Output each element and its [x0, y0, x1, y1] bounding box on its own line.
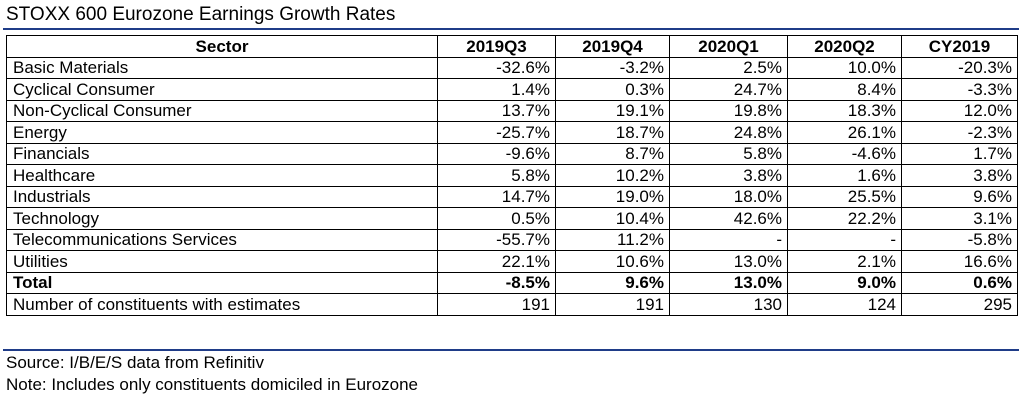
value-cell: 42.6% [669, 207, 788, 230]
sector-cell: Non-Cyclical Consumer [6, 99, 438, 122]
sector-cell: Utilities [6, 250, 438, 273]
footer-divider [3, 349, 1019, 351]
sector-cell: Financials [6, 142, 438, 165]
header-cell-2020q2: 2020Q2 [787, 35, 902, 58]
value-cell: 22.1% [437, 250, 556, 273]
value-cell: 18.3% [787, 99, 902, 122]
value-cell: 3.8% [901, 164, 1018, 187]
constituents-count-cell: 130 [669, 293, 788, 316]
value-cell: - [787, 228, 902, 251]
table-title: STOXX 600 Eurozone Earnings Growth Rates [6, 4, 396, 25]
header-row: Sector 2019Q3 2019Q4 2020Q1 2020Q2 CY201… [6, 35, 1018, 58]
value-cell: 2.1% [787, 250, 902, 273]
header-cell-sector: Sector [6, 35, 438, 58]
value-cell: 10.6% [555, 250, 670, 273]
value-cell: 0.3% [555, 78, 670, 101]
constituents-count-cell: 124 [787, 293, 902, 316]
value-cell: 22.2% [787, 207, 902, 230]
table-row: Financials -9.6% 8.7% 5.8% -4.6% 1.7% [6, 142, 1018, 165]
sector-cell: Industrials [6, 185, 438, 208]
value-cell: 19.1% [555, 99, 670, 122]
total-value-cell: 13.0% [669, 271, 788, 294]
value-cell: 5.8% [437, 164, 556, 187]
constituents-count-cell: 295 [901, 293, 1018, 316]
sector-cell: Cyclical Consumer [6, 78, 438, 101]
value-cell: -2.3% [901, 121, 1018, 144]
value-cell: 13.0% [669, 250, 788, 273]
constituents-count-cell: 191 [437, 293, 556, 316]
total-value-cell: 9.0% [787, 271, 902, 294]
title-divider [3, 28, 1019, 30]
sector-cell: Telecommunications Services [6, 228, 438, 251]
value-cell: 9.6% [901, 185, 1018, 208]
value-cell: 3.1% [901, 207, 1018, 230]
sector-cell: Technology [6, 207, 438, 230]
table-row: Telecommunications Services -55.7% 11.2%… [6, 228, 1018, 251]
value-cell: -5.8% [901, 228, 1018, 251]
sector-cell: Basic Materials [6, 56, 438, 79]
value-cell: -3.2% [555, 56, 670, 79]
value-cell: -20.3% [901, 56, 1018, 79]
value-cell: 10.0% [787, 56, 902, 79]
value-cell: -55.7% [437, 228, 556, 251]
value-cell: 3.8% [669, 164, 788, 187]
value-cell: 19.0% [555, 185, 670, 208]
value-cell: - [669, 228, 788, 251]
header-cell-2019q3: 2019Q3 [437, 35, 556, 58]
value-cell: 14.7% [437, 185, 556, 208]
table-row: Cyclical Consumer 1.4% 0.3% 24.7% 8.4% -… [6, 78, 1018, 101]
total-value-cell: 9.6% [555, 271, 670, 294]
constituents-label-cell: Number of constituents with estimates [6, 293, 438, 316]
total-row: Total -8.5% 9.6% 13.0% 9.0% 0.6% [6, 271, 1018, 294]
value-cell: 18.0% [669, 185, 788, 208]
value-cell: 16.6% [901, 250, 1018, 273]
value-cell: 5.8% [669, 142, 788, 165]
value-cell: 1.7% [901, 142, 1018, 165]
source-note: Source: I/B/E/S data from Refinitiv [6, 353, 264, 372]
value-cell: -4.6% [787, 142, 902, 165]
value-cell: 1.4% [437, 78, 556, 101]
table-row: Non-Cyclical Consumer 13.7% 19.1% 19.8% … [6, 99, 1018, 122]
value-cell: -25.7% [437, 121, 556, 144]
value-cell: 24.7% [669, 78, 788, 101]
table-row: Energy -25.7% 18.7% 24.8% 26.1% -2.3% [6, 121, 1018, 144]
sector-cell: Healthcare [6, 164, 438, 187]
footnote: Note: Includes only constituents domicil… [6, 375, 419, 394]
table-row: Industrials 14.7% 19.0% 18.0% 25.5% 9.6% [6, 185, 1018, 208]
value-cell: 19.8% [669, 99, 788, 122]
value-cell: 10.2% [555, 164, 670, 187]
table-row: Healthcare 5.8% 10.2% 3.8% 1.6% 3.8% [6, 164, 1018, 187]
value-cell: 25.5% [787, 185, 902, 208]
value-cell: 18.7% [555, 121, 670, 144]
total-value-cell: 0.6% [901, 271, 1018, 294]
header-cell-cy2019: CY2019 [901, 35, 1018, 58]
value-cell: 24.8% [669, 121, 788, 144]
value-cell: 26.1% [787, 121, 902, 144]
value-cell: 8.4% [787, 78, 902, 101]
table-row: Technology 0.5% 10.4% 42.6% 22.2% 3.1% [6, 207, 1018, 230]
table-row: Utilities 22.1% 10.6% 13.0% 2.1% 16.6% [6, 250, 1018, 273]
earnings-growth-table: Sector 2019Q3 2019Q4 2020Q1 2020Q2 CY201… [6, 35, 1018, 316]
value-cell: -9.6% [437, 142, 556, 165]
value-cell: 10.4% [555, 207, 670, 230]
sector-cell: Energy [6, 121, 438, 144]
total-label-cell: Total [6, 271, 438, 294]
value-cell: -3.3% [901, 78, 1018, 101]
header-cell-2020q1: 2020Q1 [669, 35, 788, 58]
table-row: Basic Materials -32.6% -3.2% 2.5% 10.0% … [6, 56, 1018, 79]
value-cell: 2.5% [669, 56, 788, 79]
total-value-cell: -8.5% [437, 271, 556, 294]
constituents-count-cell: 191 [555, 293, 670, 316]
value-cell: 13.7% [437, 99, 556, 122]
value-cell: 0.5% [437, 207, 556, 230]
header-cell-2019q4: 2019Q4 [555, 35, 670, 58]
value-cell: 12.0% [901, 99, 1018, 122]
value-cell: 1.6% [787, 164, 902, 187]
value-cell: 8.7% [555, 142, 670, 165]
constituents-row: Number of constituents with estimates 19… [6, 293, 1018, 316]
value-cell: -32.6% [437, 56, 556, 79]
value-cell: 11.2% [555, 228, 670, 251]
